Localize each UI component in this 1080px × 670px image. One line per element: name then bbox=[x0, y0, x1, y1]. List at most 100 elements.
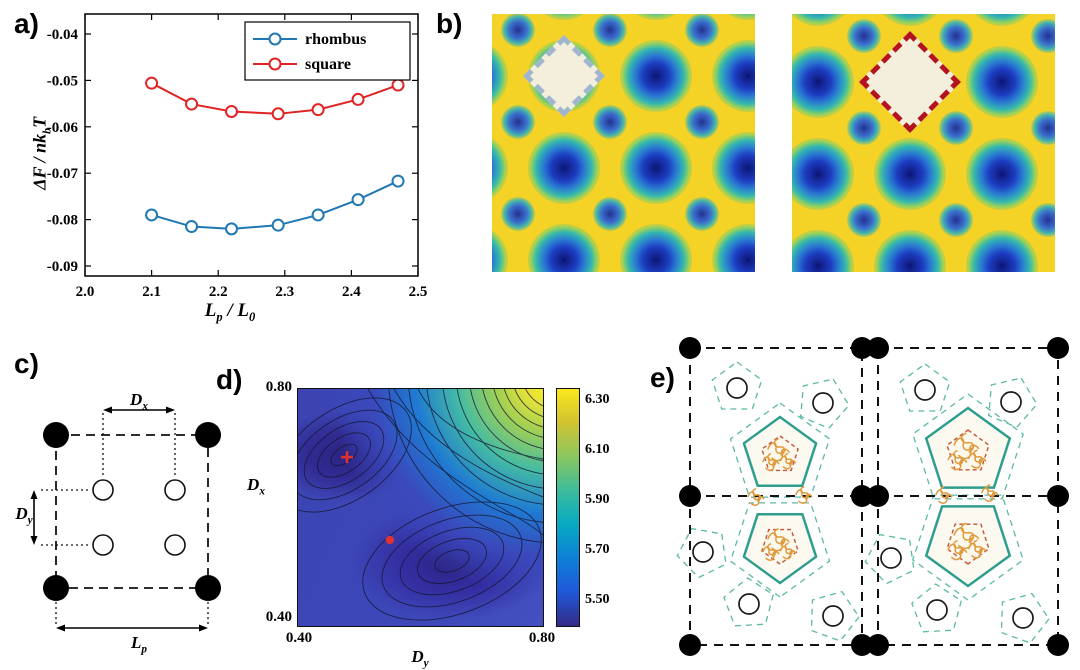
density-peak-big bbox=[792, 230, 854, 272]
density-peak-big bbox=[620, 132, 692, 204]
panel-c-letter: c) bbox=[14, 348, 39, 379]
data-point-rhombus bbox=[225, 222, 239, 236]
lattice-particle bbox=[1047, 337, 1069, 359]
voronoi-cell-outline bbox=[899, 363, 951, 412]
density-peak-big bbox=[792, 138, 854, 210]
minority-particle bbox=[1000, 391, 1022, 413]
marker-dot bbox=[385, 535, 395, 545]
voronoi-cell-outline bbox=[723, 577, 775, 627]
voronoi-cell-outline bbox=[912, 494, 1024, 601]
lattice-particle bbox=[1047, 634, 1069, 656]
y-axis-label: Dx bbox=[247, 475, 265, 498]
data-point-rhombus bbox=[351, 193, 365, 207]
axis-box bbox=[84, 13, 419, 277]
density-peak-small bbox=[685, 105, 719, 139]
lattice-particle bbox=[867, 634, 889, 656]
colorbar-tick-label: 5.50 bbox=[585, 592, 610, 608]
minority-particle bbox=[926, 599, 948, 621]
legend-label: rhombus bbox=[305, 31, 366, 48]
density-peak-small bbox=[593, 197, 627, 231]
voronoi-cell-outline bbox=[810, 590, 860, 642]
legend-box bbox=[244, 21, 411, 81]
density-peak-big bbox=[712, 132, 755, 204]
lattice-particle bbox=[679, 634, 701, 656]
dy-dimension-arrow bbox=[30, 490, 38, 545]
y-tick-label: -0.06 bbox=[47, 120, 79, 136]
density-peak-small bbox=[501, 14, 535, 47]
density-peak-small bbox=[847, 19, 881, 53]
polymer-squiggle bbox=[767, 438, 790, 462]
contour-lines-overlay bbox=[298, 389, 543, 621]
data-point-square bbox=[311, 103, 325, 117]
polymer-squiggle bbox=[947, 540, 968, 561]
interior-particles bbox=[92, 479, 186, 556]
density-map-square bbox=[792, 14, 1055, 272]
polymer-squiggle bbox=[747, 488, 765, 506]
lattice-particle bbox=[679, 337, 701, 359]
legend-marker bbox=[268, 57, 282, 71]
density-peak-big bbox=[528, 14, 600, 20]
density-peak-big bbox=[492, 132, 508, 204]
voronoi-cell-outline bbox=[729, 402, 831, 498]
defect-cell-fill bbox=[522, 34, 606, 118]
free-energy-chart: 2.0 2.1 2.2 2.3 2.4 2.5 -0.04 -0.05 -0.06 -0.07 -0… bbox=[47, 13, 427, 300]
density-peak-big bbox=[492, 224, 508, 272]
panel-d-letter: d) bbox=[216, 364, 243, 395]
density-peak-small bbox=[847, 203, 881, 237]
density-peak-big bbox=[620, 40, 692, 112]
panel-e-letter: e) bbox=[650, 362, 675, 393]
x-tick-label: 2.2 bbox=[209, 284, 228, 300]
density-peak-small bbox=[847, 111, 881, 145]
panel-a-free-energy-chart: a) 2.0 2.1 2.2 2.3 2.4 2.5 -0.04 -0.05 -0.06 -0.0… bbox=[0, 0, 445, 340]
lattice-particle bbox=[867, 337, 889, 359]
lattice-schematic-drawing bbox=[30, 406, 221, 632]
voronoi-cell-outline bbox=[729, 502, 831, 598]
density-peak-big bbox=[874, 138, 946, 210]
panel-a-letter: a) bbox=[14, 8, 39, 39]
density-peak-small bbox=[685, 197, 719, 231]
density-peak-small bbox=[939, 19, 973, 53]
polymer-squiggle bbox=[762, 543, 780, 561]
density-peak-small bbox=[1031, 19, 1055, 53]
lattice-particle bbox=[851, 485, 873, 507]
polymer-squiggle bbox=[953, 432, 980, 460]
x-tick-label: 2.4 bbox=[342, 284, 361, 300]
density-peak-small bbox=[501, 197, 535, 231]
y-tick-label: 0.80 bbox=[265, 379, 292, 395]
polymer-squiggle bbox=[947, 450, 968, 471]
density-peak-small bbox=[685, 14, 719, 47]
density-peak-big bbox=[620, 14, 692, 20]
minority-particle bbox=[738, 593, 760, 615]
data-point-rhombus bbox=[391, 174, 405, 188]
lattice-particle bbox=[851, 337, 873, 359]
panel-e-voronoi-schematics bbox=[676, 337, 1069, 656]
y-tick-label: -0.08 bbox=[47, 213, 78, 229]
data-point-rhombus bbox=[145, 208, 159, 222]
panel-d-contour-landscape: d) 0.80 0.40 0.40 0.80 Dx Dy bbox=[216, 360, 618, 670]
x-tick-label: 2.0 bbox=[76, 284, 95, 300]
density-peak-big bbox=[620, 224, 692, 272]
y-tick-label: -0.04 bbox=[47, 27, 79, 43]
minority-particle bbox=[726, 377, 748, 399]
data-point-square bbox=[225, 104, 239, 118]
density-peak-big bbox=[492, 40, 508, 112]
legend-label: square bbox=[305, 56, 351, 73]
polymer-squiggle bbox=[779, 452, 797, 470]
density-peak-small bbox=[939, 203, 973, 237]
x-tick-label: 2.1 bbox=[142, 284, 161, 300]
minority-particle bbox=[880, 547, 902, 569]
unit-cell-outline bbox=[55, 434, 209, 589]
colorbar-tick-label: 6.10 bbox=[585, 442, 610, 458]
minority-particle bbox=[812, 392, 834, 414]
lattice-particle bbox=[851, 634, 873, 656]
colorbar-tick-label: 5.70 bbox=[585, 542, 610, 558]
colorbar-tick-label: 6.30 bbox=[585, 392, 610, 408]
density-peak-big bbox=[528, 132, 600, 204]
data-point-rhombus bbox=[311, 208, 325, 222]
voronoi-cell-outline bbox=[912, 393, 1024, 500]
minority-particle bbox=[692, 541, 714, 563]
x-axis-label: Lp / L0 bbox=[204, 300, 256, 324]
polymer-squiggle bbox=[795, 486, 813, 504]
data-point-square bbox=[271, 107, 285, 121]
